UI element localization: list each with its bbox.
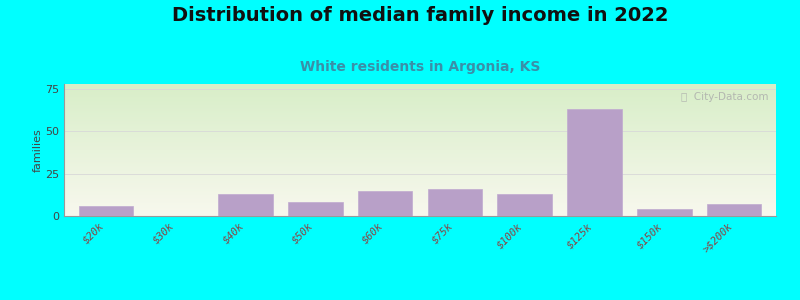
Text: White residents in Argonia, KS: White residents in Argonia, KS	[300, 60, 540, 74]
Bar	[707, 204, 762, 216]
Bar	[218, 194, 273, 216]
Text: ⓘ  City-Data.com: ⓘ City-Data.com	[682, 92, 769, 102]
Text: Distribution of median family income in 2022: Distribution of median family income in …	[172, 6, 668, 25]
Bar	[498, 194, 552, 216]
Bar	[637, 209, 691, 216]
Y-axis label: families: families	[32, 128, 42, 172]
Bar	[358, 190, 412, 216]
Bar	[288, 202, 342, 216]
Bar	[567, 110, 622, 216]
Bar	[428, 189, 482, 216]
Bar	[78, 206, 133, 216]
